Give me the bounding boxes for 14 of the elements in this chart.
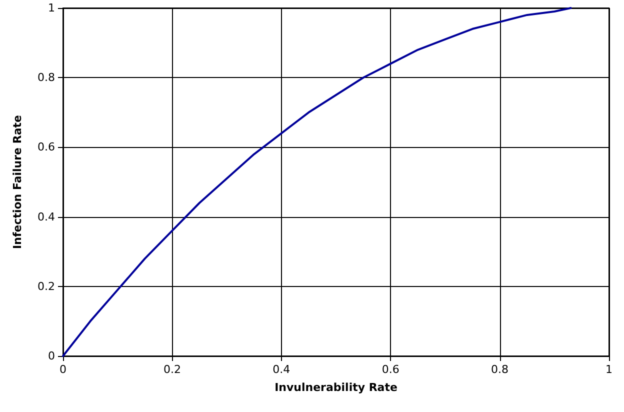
x-tick-label: 1 <box>606 363 612 376</box>
x-tick-label: 0 <box>60 363 66 376</box>
y-tick-label: 0.8 <box>38 71 55 84</box>
y-tick-label: 0.2 <box>38 280 55 293</box>
x-tick-label: 0.6 <box>382 363 400 376</box>
x-axis-title: Invulnerability Rate <box>274 381 398 394</box>
y-tick-label: 0.4 <box>38 210 55 224</box>
y-axis-title: Infection Failure Rate <box>11 115 24 249</box>
x-tick-label: 0.4 <box>272 363 290 376</box>
y-tick-label: 0.6 <box>38 140 55 154</box>
y-tick-label: 0 <box>48 350 55 362</box>
y-tick-label: 1 <box>48 2 55 14</box>
x-tick-label: 0.2 <box>163 363 181 376</box>
x-tick-label: 0.8 <box>491 363 509 376</box>
